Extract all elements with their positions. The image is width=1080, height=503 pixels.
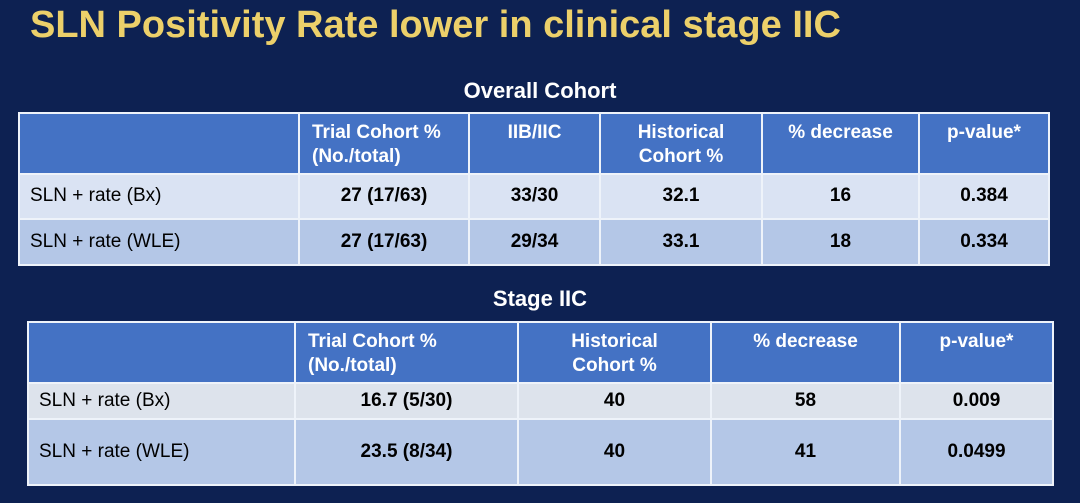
table-header-row: Trial Cohort % (No./total) Historical Co… — [27, 321, 1054, 384]
row-label: SLN + rate (Bx) — [27, 382, 296, 420]
slide-title: SLN Positivity Rate lower in clinical st… — [30, 4, 841, 46]
table-row-sln-bx: SLN + rate (Bx) 16.7 (5/30) 40 58 0.009 — [27, 382, 1054, 420]
col-header-iib-iic: IIB/IIC — [468, 112, 601, 175]
cell-historical: 40 — [517, 418, 712, 486]
cell-iib-iic: 29/34 — [468, 217, 601, 266]
col-header-p-value: p-value* — [899, 321, 1054, 384]
table-row-sln-wle: SLN + rate (WLE) 27 (17/63) 29/34 33.1 1… — [18, 217, 1050, 266]
col-header-trial-cohort: Trial Cohort % (No./total) — [294, 321, 519, 384]
col-header-historical-cohort: Historical Cohort % — [599, 112, 763, 175]
cell-trial-cohort: 16.7 (5/30) — [294, 382, 519, 420]
cell-p-value: 0.0499 — [899, 418, 1054, 486]
table2-caption: Stage IIC — [492, 286, 588, 311]
cell-historical: 33.1 — [599, 217, 763, 266]
row-label: SLN + rate (WLE) — [18, 217, 300, 266]
cell-historical: 40 — [517, 382, 712, 420]
cell-decrease: 58 — [710, 382, 901, 420]
table-header-row: Trial Cohort % (No./total) IIB/IIC Histo… — [18, 112, 1050, 175]
cell-decrease: 18 — [761, 217, 920, 266]
cell-trial-cohort: 27 (17/63) — [298, 172, 470, 220]
col-header-pct-decrease: % decrease — [710, 321, 901, 384]
cell-historical: 32.1 — [599, 172, 763, 220]
cell-decrease: 41 — [710, 418, 901, 486]
header-blank-cell — [18, 112, 300, 175]
header-blank-cell — [27, 321, 296, 384]
row-label: SLN + rate (WLE) — [27, 418, 296, 486]
table1-caption: Overall Cohort — [463, 78, 617, 103]
col-header-historical-cohort: Historical Cohort % — [517, 321, 712, 384]
col-header-pct-decrease: % decrease — [761, 112, 920, 175]
cell-trial-cohort: 27 (17/63) — [298, 217, 470, 266]
cell-decrease: 16 — [761, 172, 920, 220]
cell-p-value: 0.384 — [918, 172, 1050, 220]
stage-iic-table: Trial Cohort % (No./total) Historical Co… — [27, 321, 1054, 486]
cell-trial-cohort: 23.5 (8/34) — [294, 418, 519, 486]
table-row-sln-bx: SLN + rate (Bx) 27 (17/63) 33/30 32.1 16… — [18, 172, 1050, 220]
cell-p-value: 0.009 — [899, 382, 1054, 420]
col-header-trial-cohort: Trial Cohort % (No./total) — [298, 112, 470, 175]
row-label: SLN + rate (Bx) — [18, 172, 300, 220]
overall-cohort-table: Trial Cohort % (No./total) IIB/IIC Histo… — [18, 112, 1050, 266]
cell-iib-iic: 33/30 — [468, 172, 601, 220]
col-header-p-value: p-value* — [918, 112, 1050, 175]
cell-p-value: 0.334 — [918, 217, 1050, 266]
table-row-sln-wle: SLN + rate (WLE) 23.5 (8/34) 40 41 0.049… — [27, 418, 1054, 486]
